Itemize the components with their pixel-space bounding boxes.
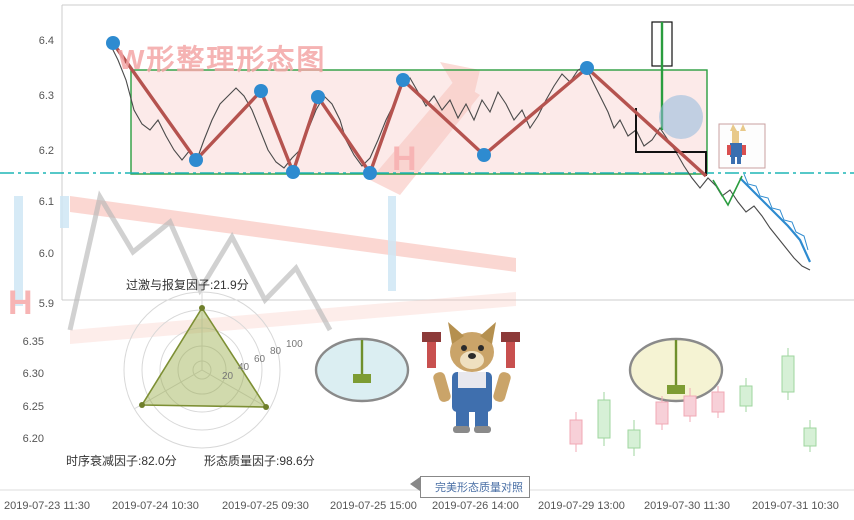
xtick-6: 2019-07-30 11:30 [644,500,731,512]
big-letter-h-2: H [8,284,33,322]
xtick-3: 2019-07-25 15:00 [330,500,417,512]
radar-tick-80: 80 [270,346,282,357]
zigzag-nodes [106,36,594,180]
pattern-box [130,69,708,175]
radar-tick-40: 40 [238,362,250,373]
ytick-5.9: 5.9 [38,298,54,310]
compare-arrow-icon [410,477,420,491]
breakdown-line-ticks [743,173,809,251]
blue-bar-left [14,196,23,306]
mascot-small-icon [727,124,746,164]
black-bracket [635,108,707,176]
highlight-circle [659,95,703,139]
price-line [109,43,811,271]
radar-tick-60: 60 [254,354,266,365]
radar-tick-20: 20 [222,371,234,382]
green-v-marker [712,175,743,207]
ytick-6.20: 6.20 [22,433,44,445]
xtick-7: 2019-07-31 10:30 [752,500,839,512]
big-letter-h-1: H [392,140,417,178]
ytick-6.30: 6.30 [22,368,44,380]
radar-tick-100: 100 [286,339,303,350]
ellipse-marker-right [628,337,724,403]
ellipse-marker-left [314,337,410,403]
xtick-0: 2019-07-23 11:30 [4,500,91,512]
ytick-6.0: 6.0 [38,248,54,260]
xtick-4: 2019-07-26 14:00 [432,500,519,512]
candlestick-series [569,348,817,456]
overreact-factor-label: 过激与报复因子:21.9分 [126,278,249,292]
zigzag-pattern [111,42,708,178]
ghost-zigzag [67,190,333,332]
ytick-6.4: 6.4 [38,35,54,47]
blue-bar-mid [388,196,396,291]
blue-bar-left2 [60,196,69,228]
ytick-6.1: 6.1 [38,196,54,208]
ytick-6.2: 6.2 [38,145,54,157]
mascot-large-icon [422,322,520,433]
xtick-5: 2019-07-29 13:00 [538,500,625,512]
xtick-1: 2019-07-24 10:30 [112,500,199,512]
watermark-title: W形整理形态图 [118,44,327,75]
breakdown-line [739,177,812,263]
pink-arrow-decoration [370,62,480,195]
pink-trend-band [70,196,516,344]
decay-factor-label: 时序衰减因子:82.0分 [66,454,177,468]
quality-factor-label: 形态质量因子:98.6分 [204,454,315,468]
radar-chart [123,291,281,449]
xtick-2: 2019-07-25 09:30 [222,500,309,512]
ytick-6.3: 6.3 [38,90,54,102]
ytick-6.25: 6.25 [22,401,44,413]
compare-label: 完美形态质量对照 [420,476,530,498]
ytick-6.35: 6.35 [22,336,44,348]
